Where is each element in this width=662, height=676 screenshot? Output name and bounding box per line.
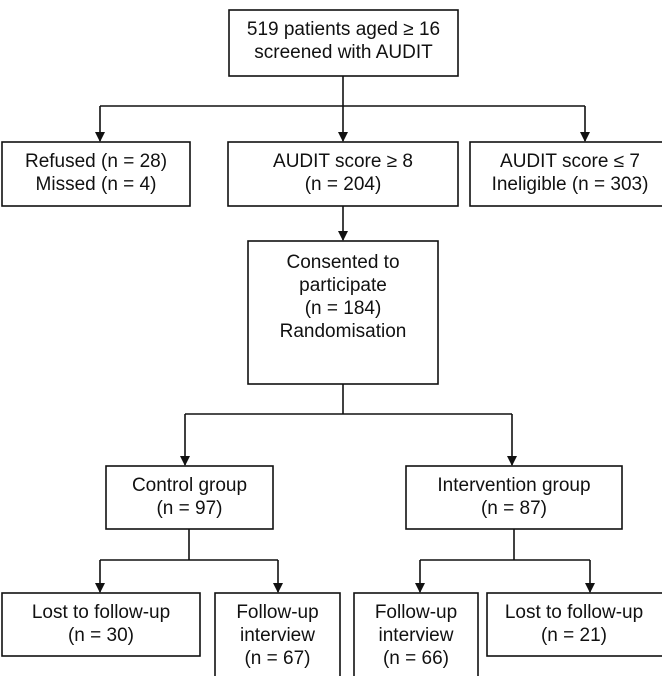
node-label: Follow-up	[236, 602, 318, 623]
node-label: Intervention group	[437, 475, 590, 496]
node-label: (n = 21)	[541, 625, 607, 646]
node-box	[469, 141, 662, 207]
node-box	[1, 141, 191, 207]
node-label: Lost to follow-up	[32, 602, 170, 623]
node-box	[486, 592, 662, 657]
node-label: (n = 97)	[156, 498, 222, 519]
node-label: Randomisation	[280, 321, 407, 342]
node-box	[405, 465, 623, 530]
node-box	[228, 9, 459, 77]
node-label: (n = 30)	[68, 625, 134, 646]
node-label: AUDIT score ≤ 7	[500, 151, 640, 172]
node-box	[227, 141, 459, 207]
node-box	[105, 465, 274, 530]
node-label: Control group	[132, 475, 247, 496]
node-box	[247, 240, 439, 385]
node-label: (n = 87)	[481, 498, 547, 519]
connectors	[95, 76, 595, 593]
node-label: (n = 66)	[383, 648, 449, 669]
node-box	[214, 592, 341, 676]
node-label: screened with AUDIT	[254, 42, 433, 63]
node-label: Consented to	[286, 252, 399, 273]
node-label: Follow-up	[375, 602, 457, 623]
node-label: Missed (n = 4)	[36, 174, 157, 195]
node-label: interview	[240, 625, 315, 646]
node-label: Ineligible (n = 303)	[492, 174, 649, 195]
node-label: AUDIT score ≥ 8	[273, 151, 413, 172]
node-box	[353, 592, 479, 676]
node-label: 519 patients aged ≥ 16	[247, 19, 440, 40]
node-label: Lost to follow-up	[505, 602, 643, 623]
node-label: (n = 184)	[305, 298, 382, 319]
node-label: (n = 67)	[244, 648, 310, 669]
node-box	[1, 592, 201, 657]
node-label: Refused (n = 28)	[25, 151, 167, 172]
node-label: interview	[379, 625, 454, 646]
node-label: participate	[299, 275, 387, 296]
node-label: (n = 204)	[305, 174, 382, 195]
